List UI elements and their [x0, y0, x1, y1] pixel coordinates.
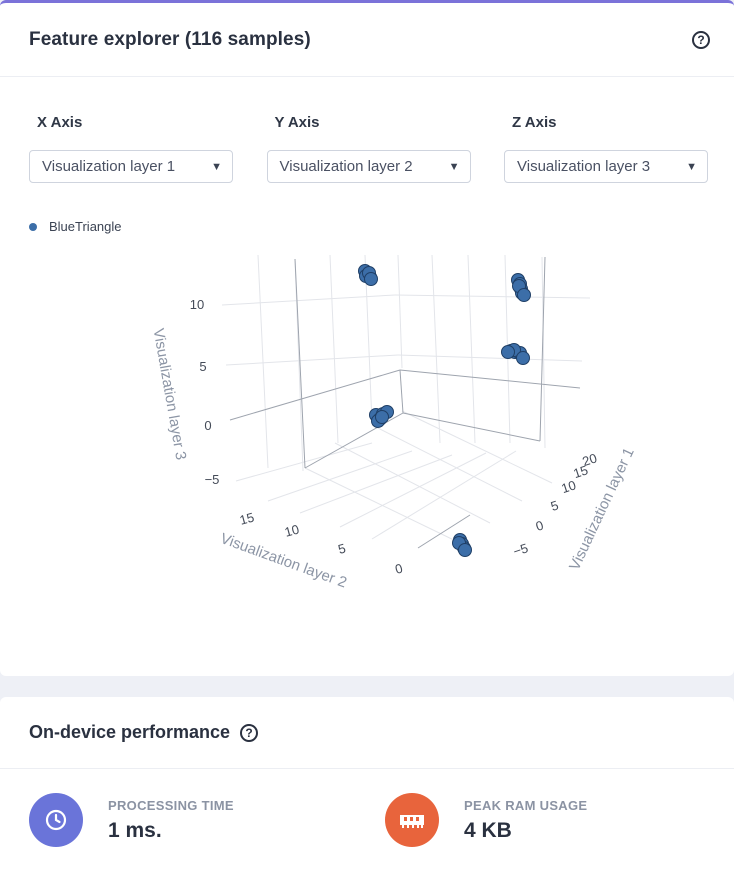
- axis-line: [399, 369, 581, 389]
- performance-title: On-device performance: [29, 722, 231, 742]
- gridline: [397, 254, 403, 369]
- y-tick-label: 5: [336, 540, 347, 556]
- x-axis-select[interactable]: Visualization layer 1 ▼: [29, 150, 233, 183]
- metric-peak-ram: PEAK RAM USAGE 4 KB: [385, 793, 587, 847]
- x-tick-label: 15: [571, 462, 589, 481]
- metric-value: 4 KB: [464, 818, 512, 842]
- gridline: [235, 442, 373, 482]
- question-circle-icon[interactable]: ?: [692, 30, 710, 49]
- z-axis-label: Z Axis: [512, 114, 557, 131]
- gridline: [339, 452, 487, 528]
- y-axis-selector: Y Axis Visualization layer 2 ▼: [266, 113, 471, 183]
- data-point[interactable]: [517, 288, 531, 302]
- x-tick-label: 0: [534, 517, 546, 534]
- gridline: [329, 254, 339, 444]
- data-point[interactable]: [375, 410, 389, 424]
- gridline: [397, 354, 583, 362]
- gridline: [394, 294, 591, 299]
- axis-line: [539, 256, 546, 442]
- gridline: [431, 254, 441, 444]
- gridline: [225, 354, 399, 366]
- gridline: [221, 294, 396, 306]
- gridline: [304, 467, 461, 544]
- gridline: [371, 424, 523, 502]
- metric-label: PEAK RAM USAGE: [464, 797, 588, 813]
- feature-explorer-title: Feature explorer (116 samples): [29, 28, 311, 50]
- gridline: [371, 450, 517, 540]
- z-axis-select[interactable]: Visualization layer 3 ▼: [504, 150, 708, 183]
- data-point[interactable]: [516, 351, 530, 365]
- x-axis-selector: X Axis Visualization layer 1 ▼: [29, 113, 233, 183]
- z-tick-label: 0: [204, 418, 211, 433]
- question-circle-icon[interactable]: ?: [240, 723, 259, 742]
- legend-dot: [29, 222, 37, 231]
- performance-header: On-device performance ?: [0, 697, 734, 769]
- metric-processing-time: PROCESSING TIME 1 ms.: [29, 793, 234, 847]
- z-tick-label: −5: [205, 472, 220, 487]
- feature-explorer-header: Feature explorer (116 samples) ?: [0, 3, 734, 77]
- y-axis-label: Y Axis: [274, 114, 320, 131]
- data-point[interactable]: [364, 272, 378, 286]
- gridline: [401, 410, 553, 484]
- gridline: [467, 254, 476, 444]
- y-axis-title: Visualization layer 2: [218, 530, 349, 592]
- x-tick-label: 20: [580, 450, 598, 469]
- chevron-down-icon: ▼: [211, 160, 222, 173]
- plot-gridlines: [221, 254, 591, 544]
- axis-selectors: X Axis Visualization layer 1 ▼ Y Axis Vi…: [29, 113, 708, 183]
- legend-item-bluetriangle[interactable]: BlueTriangle: [29, 219, 122, 234]
- y-axis-selected-value: Visualization layer 2: [279, 158, 413, 175]
- memory-chip-icon: [385, 793, 439, 847]
- plot-axes: [229, 256, 581, 549]
- clock-icon: [29, 793, 83, 847]
- x-tick-label: −5: [511, 540, 530, 559]
- plot-points: [358, 264, 531, 557]
- x-axis-label: X Axis: [37, 114, 83, 131]
- axis-line: [402, 412, 541, 442]
- chevron-down-icon: ▼: [686, 160, 697, 173]
- gridline: [299, 454, 453, 514]
- axis-line: [294, 258, 306, 469]
- z-tick-label: 5: [199, 359, 206, 374]
- y-tick-label: 0: [393, 560, 404, 576]
- x-tick-label: 10: [559, 477, 577, 496]
- z-axis-selected-value: Visualization layer 3: [517, 158, 651, 175]
- plot-axis-titles: Visualization layer 3 Visualization layer…: [150, 327, 638, 591]
- x-tick-label: 5: [549, 497, 561, 514]
- data-point[interactable]: [501, 345, 515, 359]
- z-axis-selector: Z Axis Visualization layer 3 ▼: [504, 113, 708, 183]
- y-axis-select[interactable]: Visualization layer 2 ▼: [266, 150, 471, 183]
- z-tick-label: 10: [190, 297, 204, 312]
- performance-card: On-device performance ? PROCESSING TIME …: [0, 697, 734, 876]
- gridline: [541, 256, 546, 449]
- gridline: [334, 442, 491, 524]
- gridline: [267, 450, 413, 502]
- metric-label: PROCESSING TIME: [108, 797, 234, 813]
- x-axis-selected-value: Visualization layer 1: [42, 158, 176, 175]
- data-point[interactable]: [458, 543, 472, 557]
- axis-line: [417, 514, 471, 549]
- legend-label: BlueTriangle: [49, 219, 122, 234]
- axis-line: [399, 369, 404, 414]
- y-tick-label: 15: [238, 510, 256, 528]
- y-tick-label: 10: [283, 522, 301, 540]
- metric-value: 1 ms.: [108, 818, 162, 842]
- gridline: [257, 254, 269, 469]
- axis-line: [229, 369, 401, 421]
- feature-explorer-card: Feature explorer (116 samples) ? X Axis …: [0, 0, 734, 676]
- chevron-down-icon: ▼: [448, 160, 460, 173]
- z-axis-title: Visualization layer 3: [150, 327, 190, 461]
